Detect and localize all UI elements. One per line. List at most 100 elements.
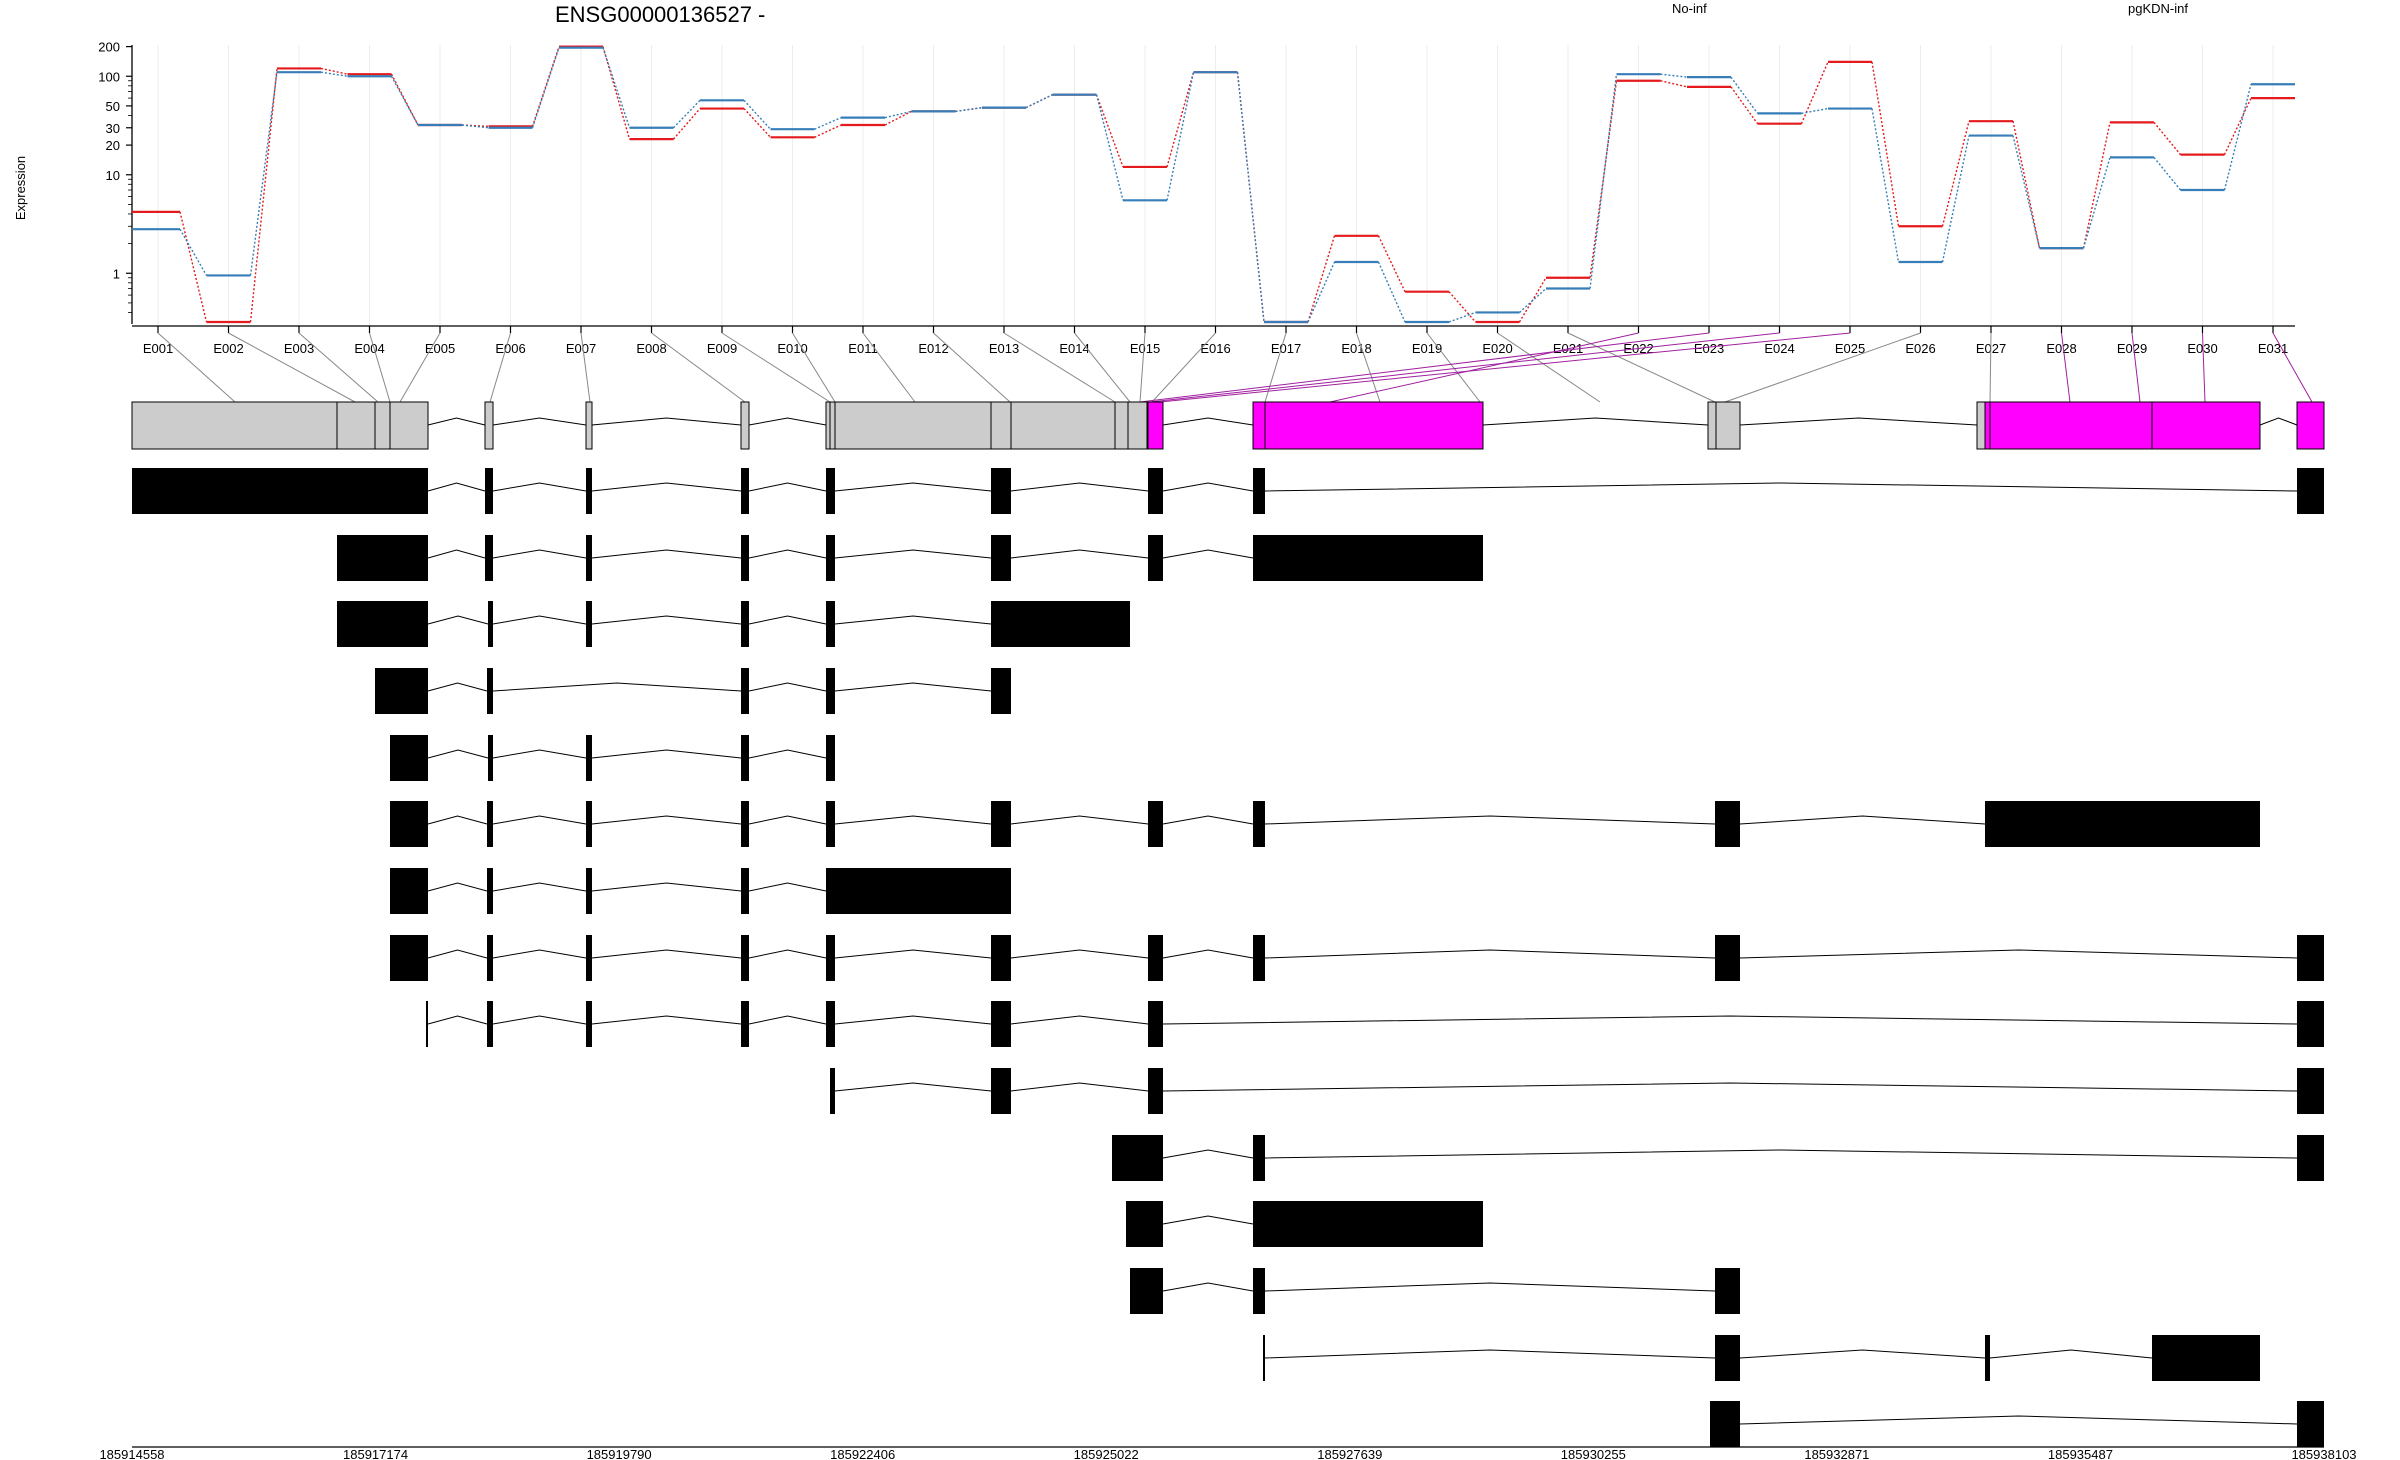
transcript-intron	[748, 549, 827, 559]
transcript-intron	[427, 815, 488, 825]
gene-model-exon	[740, 401, 750, 450]
transcript-intron	[834, 682, 992, 692]
series-connector	[1660, 80, 1688, 88]
genomic-coordinate-axis: 185914558 185917174 185919790 185922406 1859…	[99, 1446, 2357, 1460]
transcript-exon	[1985, 801, 2260, 847]
series-connector	[2082, 122, 2111, 249]
series-connector	[602, 46, 631, 140]
exon-connector-E030	[2202, 332, 2206, 403]
series-connector	[955, 106, 983, 113]
genomic-coordinate-label: 185922406	[830, 1447, 895, 1460]
transcript-intron	[748, 615, 827, 625]
series-connector	[249, 68, 278, 323]
transcript-intron	[492, 1015, 587, 1025]
gene-model-intron	[427, 417, 486, 426]
exon-connector-E003	[298, 332, 379, 403]
transcript-exon	[1126, 1201, 1163, 1247]
series-connector	[2153, 121, 2182, 156]
exon-connector-E031	[2272, 332, 2313, 403]
transcript-row	[390, 868, 1011, 914]
series-connector	[2223, 84, 2252, 191]
transcript-intron	[591, 1015, 742, 1025]
series-connector	[1730, 86, 1759, 125]
gene-model-intron	[2259, 417, 2298, 426]
transcript-intron	[591, 482, 742, 492]
transcript-intron	[591, 882, 742, 892]
exon-connector-E014	[1074, 332, 1131, 403]
x-tick-label-E028: E028	[2046, 341, 2076, 356]
exon-connector-E023	[1139, 332, 1710, 403]
exon-connector-E029	[2131, 332, 2141, 403]
transcript-row	[337, 535, 1483, 581]
gene-model-exon-highlighted	[1984, 401, 2261, 450]
exon-connector-E024	[1149, 332, 1780, 403]
series-connector	[672, 108, 701, 140]
genomic-coordinate-label: 185917174	[343, 1447, 408, 1460]
exon-connector-E008	[651, 332, 746, 403]
series-connector	[814, 124, 842, 138]
transcript-intron	[834, 815, 992, 825]
chart-title: ENSG00000136527 -	[555, 2, 765, 27]
genomic-coordinate-label: 185932871	[1804, 1447, 1869, 1460]
series-connector	[1871, 61, 1900, 227]
exon-connector-E025	[1159, 332, 1851, 403]
series-connector	[461, 124, 489, 129]
series-connector	[1941, 135, 1970, 263]
transcript-exon	[2297, 1068, 2324, 1114]
exon-connector-E009	[721, 332, 831, 403]
transcript-exon	[2297, 1401, 2324, 1447]
gene-model-intron	[1739, 417, 1978, 426]
transcript-intron	[591, 615, 742, 625]
exon-connector-E007	[580, 332, 591, 403]
transcript-intron	[834, 549, 992, 559]
transcript-exon	[1112, 1135, 1163, 1181]
series-No-inf: No-inf	[132, 45, 2295, 324]
series-connector	[884, 110, 912, 126]
transcript-exon	[1130, 1268, 1163, 1314]
transcript-exon	[132, 468, 428, 514]
transcript-row	[1112, 1135, 2324, 1181]
transcript-exon	[390, 935, 428, 981]
transcript-intron	[1264, 1149, 2298, 1159]
series-connector	[2012, 121, 2041, 249]
gene-model-exon	[131, 401, 429, 450]
transcript-intron	[591, 949, 742, 959]
transcript-exon	[1715, 935, 1740, 981]
transcript-row	[337, 601, 1130, 647]
transcript-exon	[826, 1001, 835, 1047]
transcript-exon	[741, 935, 749, 981]
transcript-exon	[991, 468, 1011, 514]
transcript-intron	[748, 1015, 827, 1025]
transcript-intron	[1010, 1015, 1149, 1025]
transcript-intron	[1162, 1282, 1254, 1292]
transcript-exon	[1253, 935, 1265, 981]
transcript-row	[830, 1068, 2324, 1114]
transcript-intron	[427, 882, 488, 892]
transcript-intron	[1739, 815, 1986, 825]
exon-connector-E021	[1567, 332, 1716, 403]
transcript-exon	[1253, 1135, 1265, 1181]
series-connector	[2082, 157, 2111, 249]
x-tick-label-E019: E019	[1412, 341, 1442, 356]
x-tick-label-E011: E011	[848, 341, 877, 356]
x-tick-label-E003: E003	[284, 341, 314, 356]
transcript-exon	[2297, 935, 2324, 981]
gene-model-exon	[585, 401, 593, 450]
transcript-exon	[1148, 535, 1163, 581]
series-connector	[1025, 94, 1053, 109]
transcript-exon	[830, 1068, 835, 1114]
transcript-exon	[390, 735, 428, 781]
series-connector	[320, 67, 348, 75]
transcript-exon	[375, 668, 428, 714]
transcript-intron	[492, 815, 587, 825]
transcript-intron	[427, 949, 488, 959]
transcript-exon	[826, 668, 835, 714]
gene-model-exon	[825, 401, 1149, 450]
transcript-exon	[1263, 1335, 1265, 1381]
transcript-exon	[487, 935, 493, 981]
transcript-exon	[826, 535, 835, 581]
exon-connector-E010	[792, 332, 836, 403]
exon-connector-E019	[1426, 332, 1481, 403]
transcript-intron	[1162, 815, 1254, 825]
